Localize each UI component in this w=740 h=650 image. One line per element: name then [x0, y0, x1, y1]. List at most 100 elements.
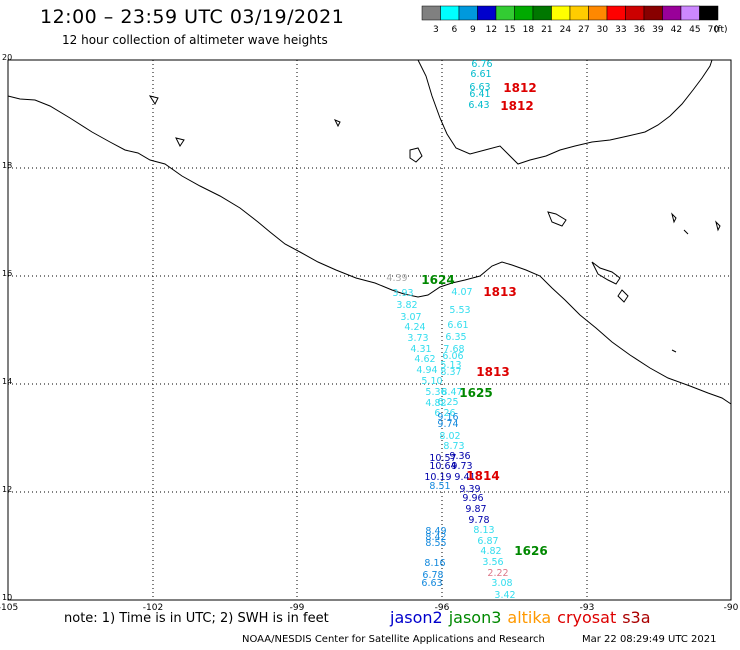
- colorbar-label: 33: [615, 25, 626, 35]
- wave-height-value: 6.76: [471, 59, 492, 70]
- lat-label: 16: [2, 269, 12, 278]
- colorbar-label: 6: [452, 25, 458, 35]
- wave-height-value: 6.78: [422, 570, 443, 581]
- footer-note: note: 1) Time is in UTC; 2) SWH is in fe…: [64, 611, 329, 626]
- legend-item-altika: altika: [507, 608, 552, 627]
- wave-height-value: 9.16: [437, 412, 458, 423]
- wave-height-value: 6.25: [437, 397, 458, 408]
- wave-height-value: 8.47: [441, 387, 462, 398]
- lat-label: 20: [2, 53, 12, 62]
- wave-height-value: 5.13: [440, 360, 461, 371]
- color-scale-legend: 3 6 9 12 15 18 21 24 27 30 33 36 39 42 45 70(ft): [421, 5, 728, 35]
- wave-height-value: 6.26: [434, 408, 455, 419]
- wave-height-value: 6.61: [470, 69, 491, 80]
- wave-height-value: 7.68: [443, 344, 464, 355]
- lon-label: -105: [0, 603, 18, 613]
- lon-label: -102: [143, 603, 163, 613]
- wave-height-value: 8.02: [439, 431, 460, 442]
- wave-height-value: 4.82: [480, 546, 501, 557]
- wave-height-value: 6.35: [445, 332, 466, 343]
- legend-item-s3a: s3a: [622, 608, 651, 627]
- wave-height-value: 6.06: [442, 351, 463, 362]
- wave-height-value: 4.07: [451, 287, 472, 298]
- wave-height-value: 9.74: [437, 419, 458, 430]
- colorbar-label: 30: [597, 25, 609, 35]
- colorbar-label: 27: [578, 25, 589, 35]
- wave-height-value: 9.78: [468, 515, 489, 526]
- wave-height-value: 8.55: [425, 538, 446, 549]
- wave-height-value: 10.57: [429, 453, 456, 464]
- wave-height-value: 6.87: [477, 536, 498, 547]
- coastline: [7, 59, 732, 405]
- wave-height-value: 9.39: [459, 484, 480, 495]
- colorbar-label: 9: [470, 25, 476, 35]
- pass-label: 1626: [514, 544, 547, 558]
- pass-label: 1812: [503, 81, 536, 95]
- lat-label: 18: [2, 161, 12, 170]
- colorbar-label: 42: [671, 25, 682, 35]
- wave-height-value: 8.16: [424, 558, 445, 569]
- lat-label: 10: [2, 593, 12, 602]
- lat-label: 12: [2, 485, 12, 494]
- page-title: 12:00 – 23:59 UTC 03/19/2021: [40, 6, 345, 28]
- colorbar-label: 70: [708, 25, 720, 35]
- footer-date: Mar 22 08:29:49 UTC 2021: [582, 634, 717, 645]
- wave-height-value: 9.41: [454, 472, 475, 483]
- wave-height-value: 8.37: [440, 367, 461, 378]
- wave-height-value: 3.42: [494, 590, 515, 601]
- wave-height-value: 10.19: [424, 472, 451, 483]
- wave-height-value: 5.53: [449, 305, 470, 316]
- wave-height-value: 6.63: [469, 82, 490, 93]
- colorbar-label: 15: [504, 25, 515, 35]
- colorbar-label: 18: [523, 25, 535, 35]
- wave-height-value: 8.51: [429, 481, 450, 492]
- pass-labels: 1812 1812 1624 1813 1813 1625 1814 1626: [421, 81, 547, 558]
- wave-height-value: 3.08: [491, 578, 512, 589]
- pass-label: 1625: [459, 386, 492, 400]
- satellite-legend: jason2 jason3 altika cryosat s3a: [390, 608, 657, 627]
- wave-height-value: 3.07: [400, 312, 421, 323]
- wave-height-value: 6.43: [468, 100, 489, 111]
- wave-height-value: 4.82: [425, 398, 446, 409]
- pass-label: 1814: [466, 469, 499, 483]
- lon-label: -90: [724, 603, 739, 613]
- lon-label: -93: [580, 603, 595, 613]
- wave-height-value: 2.22: [487, 568, 508, 579]
- wave-height-value: 5.36: [425, 387, 446, 398]
- lat-label: 14: [2, 377, 12, 386]
- wave-height-value: 8.13: [473, 525, 494, 536]
- latitude-labels: 20 18 16 14 12 10: [2, 53, 12, 602]
- pass-label: 1813: [476, 365, 509, 379]
- wave-height-value: 9.96: [462, 493, 483, 504]
- wave-height-value: 4.94: [416, 365, 437, 376]
- wave-height-value: 8.49: [425, 526, 446, 537]
- colorbar-label: 36: [634, 25, 646, 35]
- wave-height-value: 3.93: [392, 288, 413, 299]
- wave-height-value: 4.62: [414, 354, 435, 365]
- colorbar-label: 21: [541, 25, 552, 35]
- wave-height-value: 8.73: [443, 441, 464, 452]
- wave-height-value: 8.42: [425, 532, 446, 543]
- wave-height-value: 4.31: [410, 344, 431, 355]
- pass-label: 1813: [483, 285, 516, 299]
- colorbar-label: 24: [560, 25, 572, 35]
- wave-height-value: 3.73: [407, 333, 428, 344]
- footer-credit: NOAA/NESDIS Center for Satellite Applica…: [242, 634, 545, 645]
- colorbar-swatch: [699, 5, 719, 21]
- legend-item-cryosat: cryosat: [557, 608, 617, 627]
- colorbar-label: 12: [486, 25, 497, 35]
- wave-height-value: 5.10: [421, 376, 442, 387]
- graticule: [8, 60, 731, 600]
- wave-height-value: 4.39: [386, 273, 407, 284]
- lon-label: -99: [290, 603, 305, 613]
- wave-height-value: 9.73: [451, 461, 472, 472]
- wave-height-value: 6.61: [447, 320, 468, 331]
- pass-label: 1624: [421, 273, 454, 287]
- wave-height-value: 3.82: [396, 300, 417, 311]
- wave-height-value: 10.64: [429, 461, 456, 472]
- wave-height-value: 6.41: [469, 89, 490, 100]
- wave-height-value: 4.24: [404, 322, 425, 333]
- page-subtitle: 12 hour collection of altimeter wave hei…: [62, 33, 328, 47]
- wave-height-value: 9.36: [449, 451, 470, 462]
